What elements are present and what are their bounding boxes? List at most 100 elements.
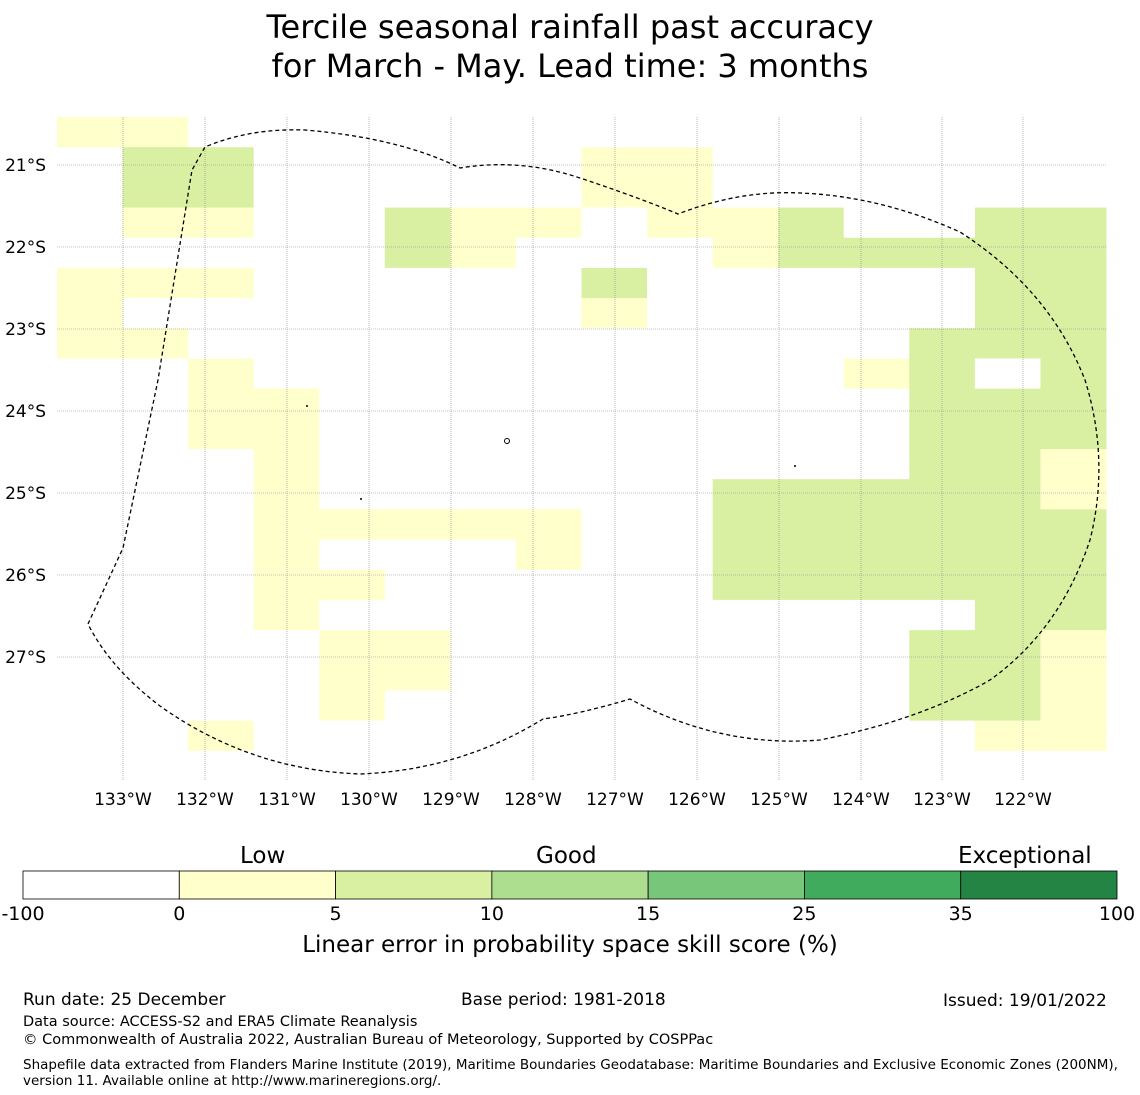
island-marker [504, 438, 510, 444]
grid-cell [122, 207, 189, 239]
grid-cell [515, 177, 582, 209]
grid-cell [188, 449, 255, 480]
grid-cell [57, 117, 124, 148]
grid-cell [581, 660, 648, 691]
grid-cell [450, 539, 517, 571]
grid-cell [319, 630, 386, 661]
grid-cell [712, 750, 779, 782]
grid-cell [319, 690, 386, 722]
grid-cell [122, 117, 189, 148]
grid-cell [515, 207, 582, 239]
grid-cell [319, 418, 386, 450]
grid-cell [909, 207, 976, 239]
grid-cell [319, 539, 386, 571]
grid-cell [843, 569, 910, 601]
grid-cell [778, 388, 845, 420]
grid-cell [384, 539, 451, 571]
grid-cell [581, 599, 648, 631]
grid-cell [319, 358, 386, 390]
grid-cell [778, 147, 845, 178]
grid-cell [384, 569, 451, 601]
grid-cell [450, 418, 517, 450]
grid-cell [712, 117, 779, 148]
grid-cell [778, 328, 845, 359]
longitude-label: 129°W [422, 790, 480, 810]
grid-cell [515, 509, 582, 541]
grid-cell [122, 328, 189, 359]
grid-cell [319, 449, 386, 480]
grid-cell [188, 750, 255, 782]
grid-cell [909, 147, 976, 178]
grid-cell [515, 690, 582, 722]
longitude-label: 124°W [832, 790, 890, 810]
grid-cell [778, 479, 845, 510]
grid-cell [450, 147, 517, 178]
grid-cell [319, 147, 386, 178]
longitude-label: 127°W [586, 790, 644, 810]
grid-cell [188, 569, 255, 601]
grid-cell [712, 328, 779, 359]
latitude-label: 21°S [5, 156, 46, 176]
grid-cell [581, 690, 648, 722]
grid-cell [974, 328, 1041, 359]
grid-cell [712, 449, 779, 480]
grid-cell [778, 418, 845, 450]
grid-cell [450, 237, 517, 269]
grid-cell [515, 630, 582, 661]
grid-cell [1040, 418, 1107, 450]
grid-cell [122, 690, 189, 722]
grid-cell [647, 539, 714, 571]
colorbar-bin [22, 870, 180, 900]
grid-cell [122, 298, 189, 329]
grid-cell [515, 569, 582, 601]
grid-cell [843, 479, 910, 510]
grid-cell [57, 177, 124, 209]
grid-cell [1040, 237, 1107, 269]
grid-cell [843, 267, 910, 299]
grid-cell [974, 147, 1041, 178]
grid-cell [909, 509, 976, 541]
grid-cell [57, 509, 124, 541]
grid-cell [647, 660, 714, 691]
grid-cell [384, 267, 451, 299]
latitude-label: 22°S [5, 238, 46, 258]
longitude-label: 126°W [668, 790, 726, 810]
grid-cell [188, 690, 255, 722]
grid-cell [57, 298, 124, 329]
grid-cell [122, 539, 189, 571]
grid-cell [581, 267, 648, 299]
longitude-label: 130°W [340, 790, 398, 810]
grid-cell [384, 599, 451, 631]
longitude-label: 128°W [504, 790, 562, 810]
eez-boundary-line [87, 129, 1100, 775]
grid-cell [1040, 267, 1107, 299]
grid-cell [974, 720, 1041, 752]
longitude-labels: 133°W 132°W 131°W 130°W 129°W 128°W 127°W 126°W… [94, 790, 1052, 810]
grid-cell [581, 388, 648, 420]
grid-cell [122, 750, 189, 782]
grid-cell [450, 569, 517, 601]
grid-cell [450, 509, 517, 541]
grid-cell [57, 207, 124, 239]
longitude-label: 123°W [913, 790, 971, 810]
grid-cell [712, 418, 779, 450]
island-marker [306, 405, 308, 407]
grid-cell [122, 147, 189, 178]
island-marker [360, 498, 362, 500]
grid-cell [57, 630, 124, 661]
grid-cell [515, 237, 582, 269]
grid-cell [57, 388, 124, 420]
grid-cell [909, 690, 976, 722]
grid-cell [581, 207, 648, 239]
grid-cell [384, 720, 451, 752]
grid-cell [188, 418, 255, 450]
grid-cell [384, 207, 451, 239]
grid-cell [515, 418, 582, 450]
grid-cell [647, 690, 714, 722]
grid-cell [712, 207, 779, 239]
grid-cell [712, 298, 779, 329]
grid-cell [843, 539, 910, 571]
grid-cell [1040, 690, 1107, 722]
grid-cell [712, 479, 779, 510]
grid-cell [712, 388, 779, 420]
